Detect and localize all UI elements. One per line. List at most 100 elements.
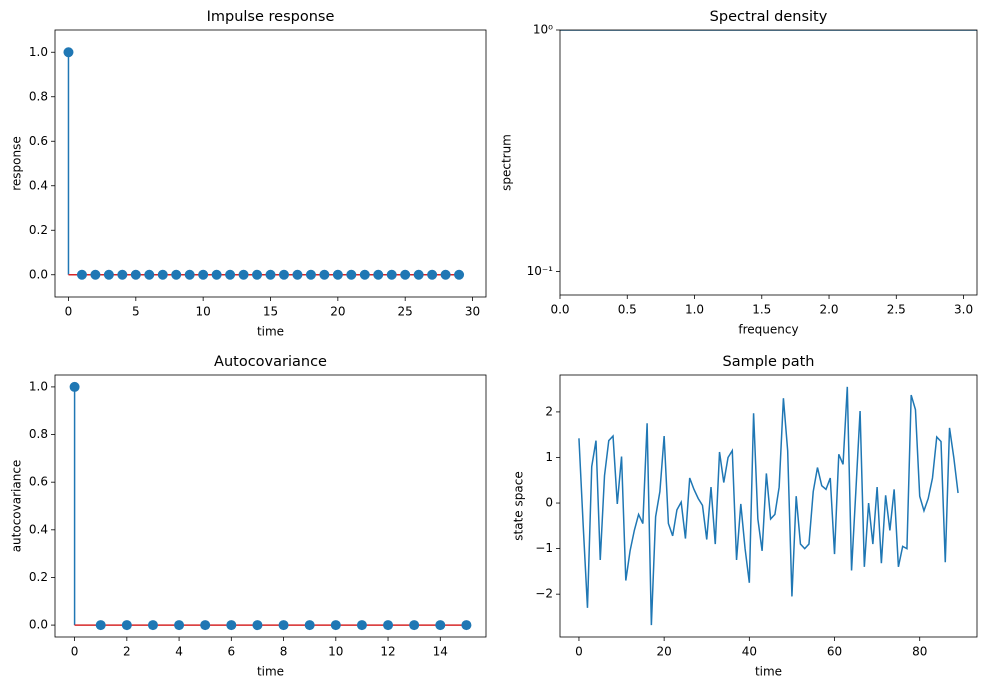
stem-marker — [359, 269, 370, 280]
x-tick-label: 0 — [65, 305, 73, 319]
data — [69, 381, 472, 631]
stem-marker — [144, 269, 155, 280]
y-tick-label: 1 — [545, 450, 553, 464]
stem-marker — [383, 620, 394, 631]
stem-marker — [330, 620, 341, 631]
stem-marker — [304, 620, 315, 631]
stem-marker — [409, 620, 420, 631]
stem-marker — [121, 620, 132, 631]
x-tick-label: 0 — [71, 645, 79, 659]
x-tick-label: 10 — [328, 645, 343, 659]
x-tick-label: 60 — [827, 645, 842, 659]
x-tick-label: 25 — [398, 305, 413, 319]
x-tick-label: 40 — [742, 645, 757, 659]
y-tick-label: 0.2 — [29, 223, 48, 237]
y-axis-label: response — [10, 136, 24, 191]
stem-marker — [346, 269, 357, 280]
y-tick-label: −1 — [535, 541, 553, 555]
subplot: Spectral density frequency spectrum 0.0 0.5 1… — [500, 9, 978, 337]
stem-marker — [63, 47, 74, 58]
stem-marker — [292, 269, 303, 280]
data — [578, 386, 959, 626]
stem-marker — [278, 620, 289, 631]
x-tick-label: 80 — [912, 645, 927, 659]
y-tick-label: 1.0 — [29, 45, 48, 59]
stem-marker — [386, 269, 397, 280]
subplot-title: Spectral density — [710, 9, 828, 25]
y-tick-label: 10⁰ — [533, 23, 553, 37]
y-tick-label: 10⁻¹ — [527, 264, 554, 278]
stem-marker — [95, 620, 106, 631]
stem-marker — [103, 269, 114, 280]
axes-frame — [559, 374, 978, 638]
stem-marker — [198, 269, 209, 280]
y-tick-label: 0.8 — [29, 427, 48, 441]
x-tick-label: 30 — [465, 305, 480, 319]
x-tick-label: 8 — [280, 645, 288, 659]
x-tick-label: 1.0 — [685, 303, 704, 317]
stem-marker — [278, 269, 289, 280]
stem-marker — [174, 620, 185, 631]
stem-marker — [184, 269, 195, 280]
stem-marker — [147, 620, 158, 631]
stem-marker — [238, 269, 249, 280]
stem-marker — [117, 269, 128, 280]
line — [578, 386, 959, 626]
x-tick-label: 10 — [196, 305, 211, 319]
y-tick-label: 1.0 — [29, 379, 48, 393]
x-tick-label: 2.5 — [887, 303, 906, 317]
x-tick-label: 15 — [263, 305, 278, 319]
y-tick-label: 0 — [545, 496, 553, 510]
y-tick-label: 0.6 — [29, 475, 48, 489]
stem-marker — [157, 269, 168, 280]
stem-marker — [265, 269, 276, 280]
x-tick-label: 14 — [433, 645, 448, 659]
stem-marker — [332, 269, 343, 280]
y-tick-label: 0.0 — [29, 267, 48, 281]
subplot: Autocovariance time autocovariance 0 2 4 6 8 10 1… — [10, 354, 487, 679]
y-tick-label: 0.2 — [29, 570, 48, 584]
x-axis-label: time — [257, 325, 284, 339]
axes-frame — [54, 374, 487, 638]
y-tick-label: 0.0 — [29, 618, 48, 632]
x-tick-label: 20 — [330, 305, 345, 319]
axes-frame — [54, 29, 487, 298]
stem-marker — [225, 269, 236, 280]
x-axis-label: time — [755, 665, 782, 679]
stem-marker — [226, 620, 237, 631]
y-axis-label: state space — [512, 471, 526, 540]
y-tick-label: −2 — [535, 587, 553, 601]
stem-marker — [356, 620, 367, 631]
stem-marker — [319, 269, 330, 280]
subplot: Sample path time state space 0 20 40 60 80 −2 −1 0… — [512, 354, 978, 679]
stem-marker — [461, 620, 472, 631]
x-tick-label: 5 — [132, 305, 140, 319]
x-axis-label: frequency — [738, 323, 798, 337]
x-tick-label: 6 — [227, 645, 235, 659]
x-tick-label: 4 — [175, 645, 183, 659]
stem-marker — [305, 269, 316, 280]
stem-marker — [171, 269, 182, 280]
stem-marker — [211, 269, 222, 280]
x-tick-label: 20 — [657, 645, 672, 659]
stem-marker — [252, 269, 263, 280]
subplot-title: Impulse response — [207, 9, 335, 25]
x-tick-label: 0.0 — [550, 303, 569, 317]
x-tick-label: 0 — [575, 645, 583, 659]
stem-marker — [427, 269, 438, 280]
x-tick-label: 3.0 — [954, 303, 973, 317]
stem-marker — [130, 269, 141, 280]
subplot-title: Sample path — [723, 354, 815, 370]
x-tick-label: 2.0 — [819, 303, 838, 317]
stem-marker — [435, 620, 446, 631]
subplot-title: Autocovariance — [214, 354, 327, 370]
stem-marker — [413, 269, 424, 280]
y-tick-label: 0.6 — [29, 134, 48, 148]
stem-marker — [76, 269, 87, 280]
x-tick-label: 12 — [380, 645, 395, 659]
stem-marker — [252, 620, 263, 631]
y-axis-label: autocovariance — [10, 460, 24, 553]
stem-marker — [440, 269, 451, 280]
stem-marker — [69, 381, 80, 392]
stem-marker — [200, 620, 211, 631]
